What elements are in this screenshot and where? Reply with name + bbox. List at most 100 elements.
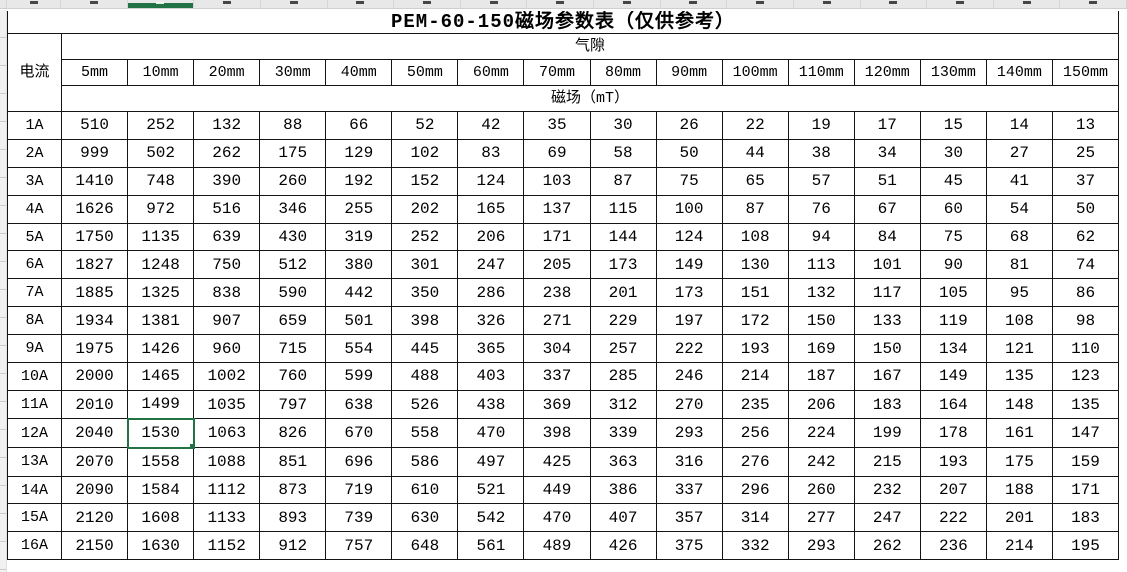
value-cell[interactable]: 150 — [853, 334, 921, 364]
column-header-cell[interactable]: 150mm — [1051, 59, 1120, 86]
value-cell[interactable]: 206 — [457, 222, 525, 252]
value-cell[interactable]: 332 — [721, 531, 789, 561]
value-cell[interactable]: 277 — [787, 503, 855, 533]
value-cell[interactable]: 363 — [589, 447, 657, 477]
value-cell[interactable]: 262 — [853, 531, 921, 561]
value-cell[interactable]: 260 — [259, 166, 327, 196]
value-cell[interactable]: 638 — [325, 389, 393, 420]
value-cell[interactable]: 247 — [853, 503, 921, 533]
column-letter-mark[interactable] — [127, 0, 195, 8]
value-cell[interactable]: 670 — [325, 418, 393, 449]
column-header-cell[interactable]: 60mm — [457, 59, 525, 86]
value-cell[interactable]: 337 — [655, 475, 723, 505]
value-cell[interactable]: 312 — [589, 389, 657, 420]
column-letter-mark[interactable] — [594, 0, 661, 8]
value-cell[interactable]: 425 — [523, 447, 591, 477]
value-cell[interactable]: 149 — [655, 250, 723, 280]
column-header-cell[interactable]: 70mm — [523, 59, 591, 86]
value-cell[interactable]: 293 — [787, 531, 855, 561]
value-cell[interactable]: 22 — [721, 111, 789, 140]
value-cell[interactable]: 66 — [325, 111, 393, 140]
value-cell[interactable]: 110 — [1051, 334, 1120, 364]
value-cell[interactable]: 893 — [259, 503, 327, 533]
value-cell[interactable]: 1088 — [193, 447, 261, 477]
value-cell[interactable]: 144 — [589, 222, 657, 252]
value-cell[interactable]: 516 — [193, 194, 261, 224]
value-cell[interactable]: 1584 — [127, 475, 195, 505]
value-cell[interactable]: 350 — [391, 278, 459, 308]
value-cell[interactable]: 124 — [655, 222, 723, 252]
value-cell[interactable]: 229 — [589, 306, 657, 336]
value-cell[interactable]: 202 — [391, 194, 459, 224]
value-cell[interactable]: 224 — [787, 418, 855, 449]
column-letter-mark[interactable] — [727, 0, 794, 8]
value-cell[interactable]: 90 — [919, 250, 987, 280]
value-cell[interactable]: 161 — [985, 418, 1053, 449]
value-cell[interactable]: 25 — [1051, 138, 1120, 168]
value-cell[interactable]: 132 — [787, 278, 855, 308]
column-header-cell[interactable]: 110mm — [787, 59, 855, 86]
value-cell[interactable]: 54 — [985, 194, 1053, 224]
value-cell[interactable]: 271 — [523, 306, 591, 336]
value-cell[interactable]: 1608 — [127, 503, 195, 533]
value-cell[interactable]: 88 — [259, 111, 327, 140]
value-cell[interactable]: 648 — [391, 531, 459, 561]
value-cell[interactable]: 124 — [457, 166, 525, 196]
value-cell[interactable]: 659 — [259, 306, 327, 336]
row-label-cell[interactable]: 13A — [7, 447, 62, 477]
value-cell[interactable]: 175 — [985, 447, 1053, 477]
value-cell[interactable]: 187 — [787, 362, 855, 391]
column-header-cell[interactable]: 50mm — [391, 59, 459, 86]
value-cell[interactable]: 35 — [523, 111, 591, 140]
column-header-cell[interactable]: 20mm — [193, 59, 261, 86]
value-cell[interactable]: 134 — [919, 334, 987, 364]
value-cell[interactable]: 197 — [655, 306, 723, 336]
value-cell[interactable]: 152 — [391, 166, 459, 196]
value-cell[interactable]: 19 — [787, 111, 855, 140]
value-cell[interactable]: 133 — [853, 306, 921, 336]
value-cell[interactable]: 206 — [787, 389, 855, 420]
value-cell[interactable]: 192 — [325, 166, 393, 196]
value-cell[interactable]: 87 — [589, 166, 657, 196]
value-cell[interactable]: 1426 — [127, 334, 195, 364]
value-cell[interactable]: 630 — [391, 503, 459, 533]
value-cell[interactable]: 238 — [523, 278, 591, 308]
value-cell[interactable]: 252 — [127, 111, 195, 140]
value-cell[interactable]: 67 — [853, 194, 921, 224]
value-cell[interactable]: 86 — [1051, 278, 1120, 308]
value-cell[interactable]: 1630 — [127, 531, 195, 561]
value-cell[interactable]: 510 — [60, 111, 129, 140]
value-cell[interactable]: 121 — [985, 334, 1053, 364]
value-cell[interactable]: 123 — [1051, 362, 1120, 391]
value-cell[interactable]: 95 — [985, 278, 1053, 308]
row-label-cell[interactable]: 16A — [7, 531, 62, 561]
value-cell[interactable]: 69 — [523, 138, 591, 168]
value-cell[interactable]: 235 — [721, 389, 789, 420]
value-cell[interactable]: 87 — [721, 194, 789, 224]
value-cell[interactable]: 1465 — [127, 362, 195, 391]
value-cell[interactable]: 398 — [523, 418, 591, 449]
row-label-cell[interactable]: 3A — [7, 166, 62, 196]
value-cell[interactable]: 98 — [1051, 306, 1120, 336]
value-cell[interactable]: 390 — [193, 166, 261, 196]
value-cell[interactable]: 2090 — [60, 475, 129, 505]
value-cell[interactable]: 51 — [853, 166, 921, 196]
row-headers-strip[interactable] — [0, 10, 7, 572]
value-cell[interactable]: 542 — [457, 503, 525, 533]
value-cell[interactable]: 442 — [325, 278, 393, 308]
value-cell[interactable]: 304 — [523, 334, 591, 364]
value-cell[interactable]: 257 — [589, 334, 657, 364]
value-cell[interactable]: 105 — [919, 278, 987, 308]
row-label-cell[interactable]: 12A — [7, 418, 62, 449]
value-cell[interactable]: 285 — [589, 362, 657, 391]
value-cell[interactable]: 256 — [721, 418, 789, 449]
column-header-cell[interactable]: 140mm — [985, 59, 1053, 86]
value-cell[interactable]: 149 — [919, 362, 987, 391]
value-cell[interactable]: 27 — [985, 138, 1053, 168]
value-cell[interactable]: 339 — [589, 418, 657, 449]
value-cell[interactable]: 94 — [787, 222, 855, 252]
column-letter-mark[interactable] — [794, 0, 861, 8]
value-cell[interactable]: 84 — [853, 222, 921, 252]
value-cell[interactable]: 1885 — [60, 278, 129, 308]
table-title[interactable]: PEM-60-150磁场参数表（仅供参考） — [7, 11, 1119, 34]
